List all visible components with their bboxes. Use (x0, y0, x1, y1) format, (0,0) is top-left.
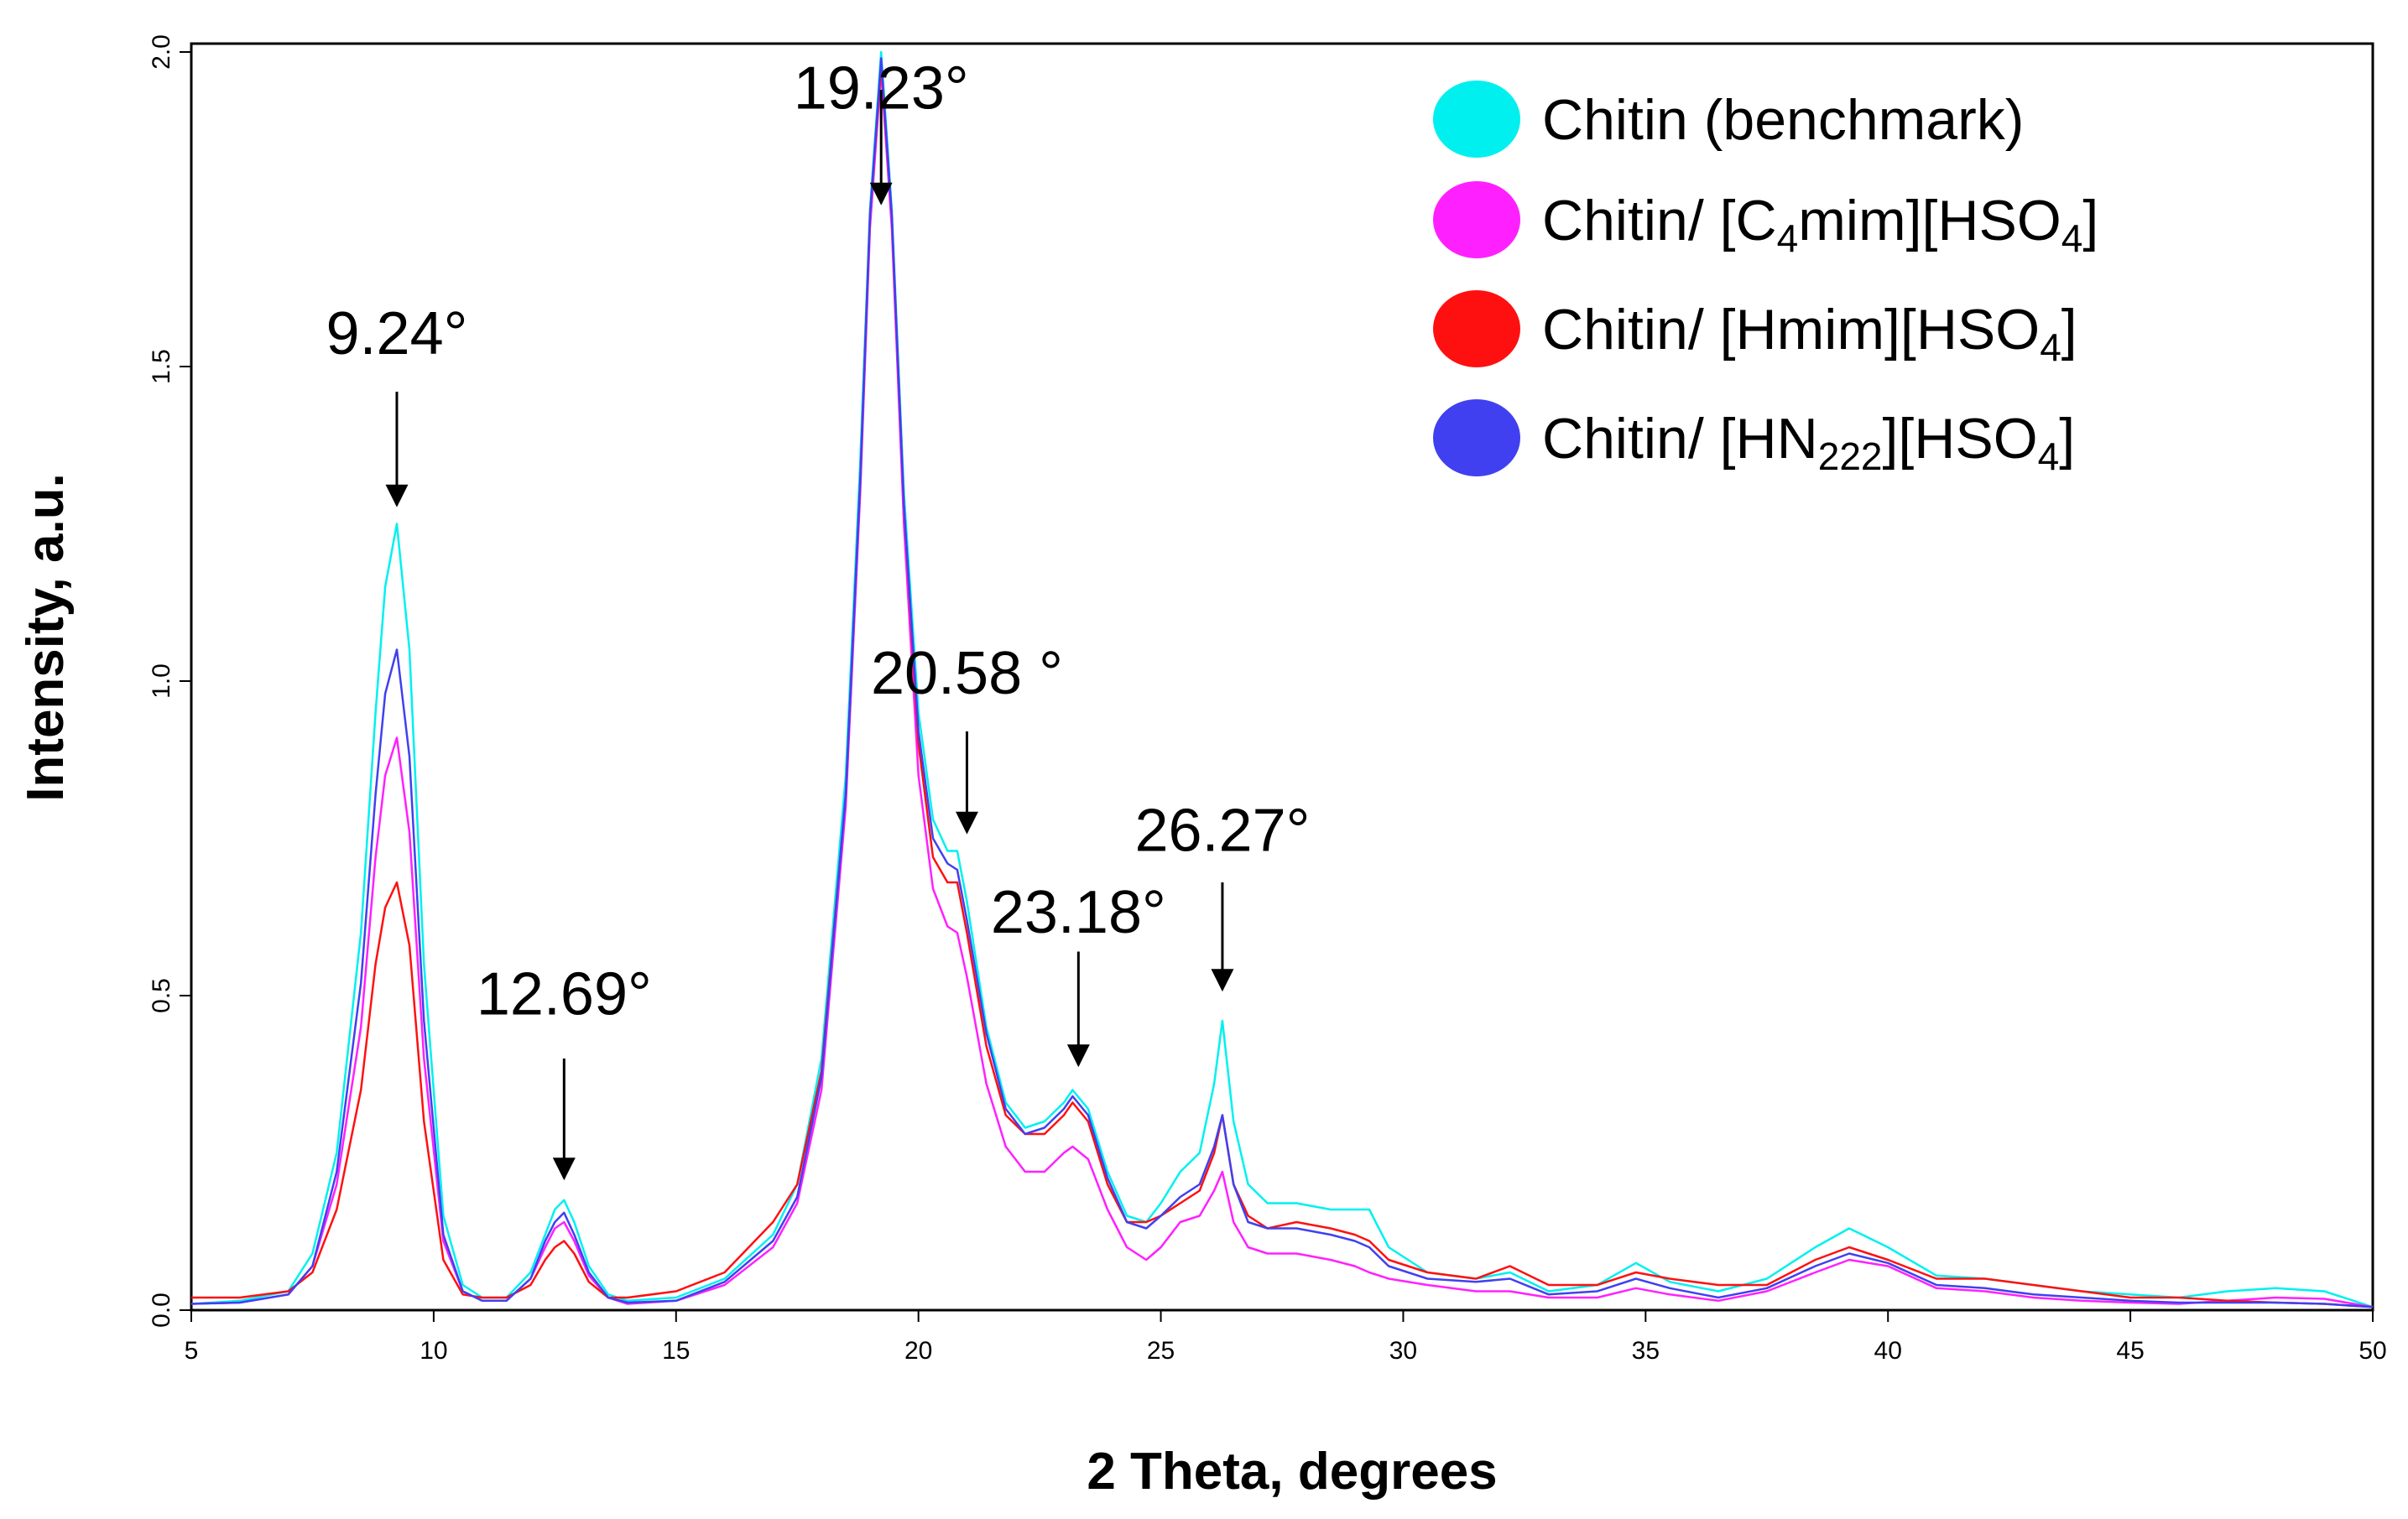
series-lines (190, 50, 2374, 1308)
legend-label: Chitin (benchmark) (1542, 88, 2024, 152)
legend-swatch (1433, 399, 1520, 476)
x-tick-label: 5 (185, 1337, 199, 1365)
y-axis-title: Intensity, a.u. (17, 473, 75, 802)
x-tick-label: 35 (1632, 1337, 1660, 1365)
x-tick-label: 20 (904, 1337, 932, 1365)
x-tick-label: 25 (1147, 1337, 1175, 1365)
x-tick-label: 15 (662, 1337, 690, 1365)
annotation-label: 23.18° (991, 879, 1166, 946)
annotation-label: 26.27° (1134, 798, 1310, 865)
x-tick-label: 50 (2358, 1337, 2386, 1365)
legend-text-part: Chitin/ [C (1542, 189, 1777, 252)
legend-label: Chitin/ [Hmim][HSO4] (1542, 298, 2077, 369)
y-tick-label: 2.0 (148, 34, 175, 70)
legend-swatch (1433, 181, 1520, 258)
legend-text-part: Chitin/ [HN (1542, 407, 1818, 471)
legend-text-part: ][HSO (1883, 407, 2038, 471)
x-axis: 5 10 15 20 25 30 35 40 45 50 (185, 1310, 2387, 1365)
series-line (190, 70, 2374, 1308)
legend-subscript: 4 (1777, 216, 1799, 260)
x-axis-title: 2 Theta, degrees (1087, 1443, 1497, 1501)
x-tick-label: 10 (420, 1337, 447, 1365)
peak-annotations: 9.24° 12.69° 19.23° 20.58 ° 23.18° 26.27° (326, 55, 1310, 1181)
series-line (190, 57, 2374, 1308)
legend-text-part: ] (2059, 407, 2075, 471)
annotation-label: 12.69° (477, 961, 652, 1028)
legend-text-part: ] (2061, 298, 2077, 362)
series-line (191, 63, 2374, 1308)
legend-text-part: mim][HSO (1798, 189, 2061, 252)
legend-swatch (1433, 81, 1520, 158)
legend-subscript: 4 (2040, 325, 2061, 369)
x-tick-label: 30 (1389, 1337, 1417, 1365)
legend-subscript: 222 (1818, 434, 1883, 478)
legend-swatch (1433, 290, 1520, 367)
legend-subscript: 4 (2061, 216, 2083, 260)
legend: Chitin (benchmark)Chitin/ [C4mim][HSO4]C… (1433, 81, 2098, 478)
legend-text-part: Chitin/ [Hmim][HSO (1542, 298, 2040, 362)
x-tick-label: 45 (2116, 1337, 2144, 1365)
annotation-label: 9.24° (326, 300, 468, 367)
y-tick-label: 0.5 (148, 978, 175, 1013)
x-tick-label: 40 (1874, 1337, 1902, 1365)
y-axis: 0.0 0.5 1.0 1.5 2.0 (148, 34, 191, 1328)
legend-text-part: Chitin (benchmark) (1542, 88, 2024, 152)
annotation-label: 20.58 ° (871, 640, 1063, 707)
y-tick-label: 0.0 (148, 1293, 175, 1328)
plot-area-frame (190, 42, 2374, 1312)
legend-text-part: ] (2082, 189, 2098, 252)
legend-label: Chitin/ [HN222][HSO4] (1542, 407, 2075, 478)
annotation-label: 19.23° (794, 55, 969, 122)
legend-subscript: 4 (2038, 434, 2060, 478)
legend-label: Chitin/ [C4mim][HSO4] (1542, 189, 2098, 260)
y-tick-label: 1.5 (148, 349, 175, 384)
y-tick-label: 1.0 (148, 663, 175, 699)
